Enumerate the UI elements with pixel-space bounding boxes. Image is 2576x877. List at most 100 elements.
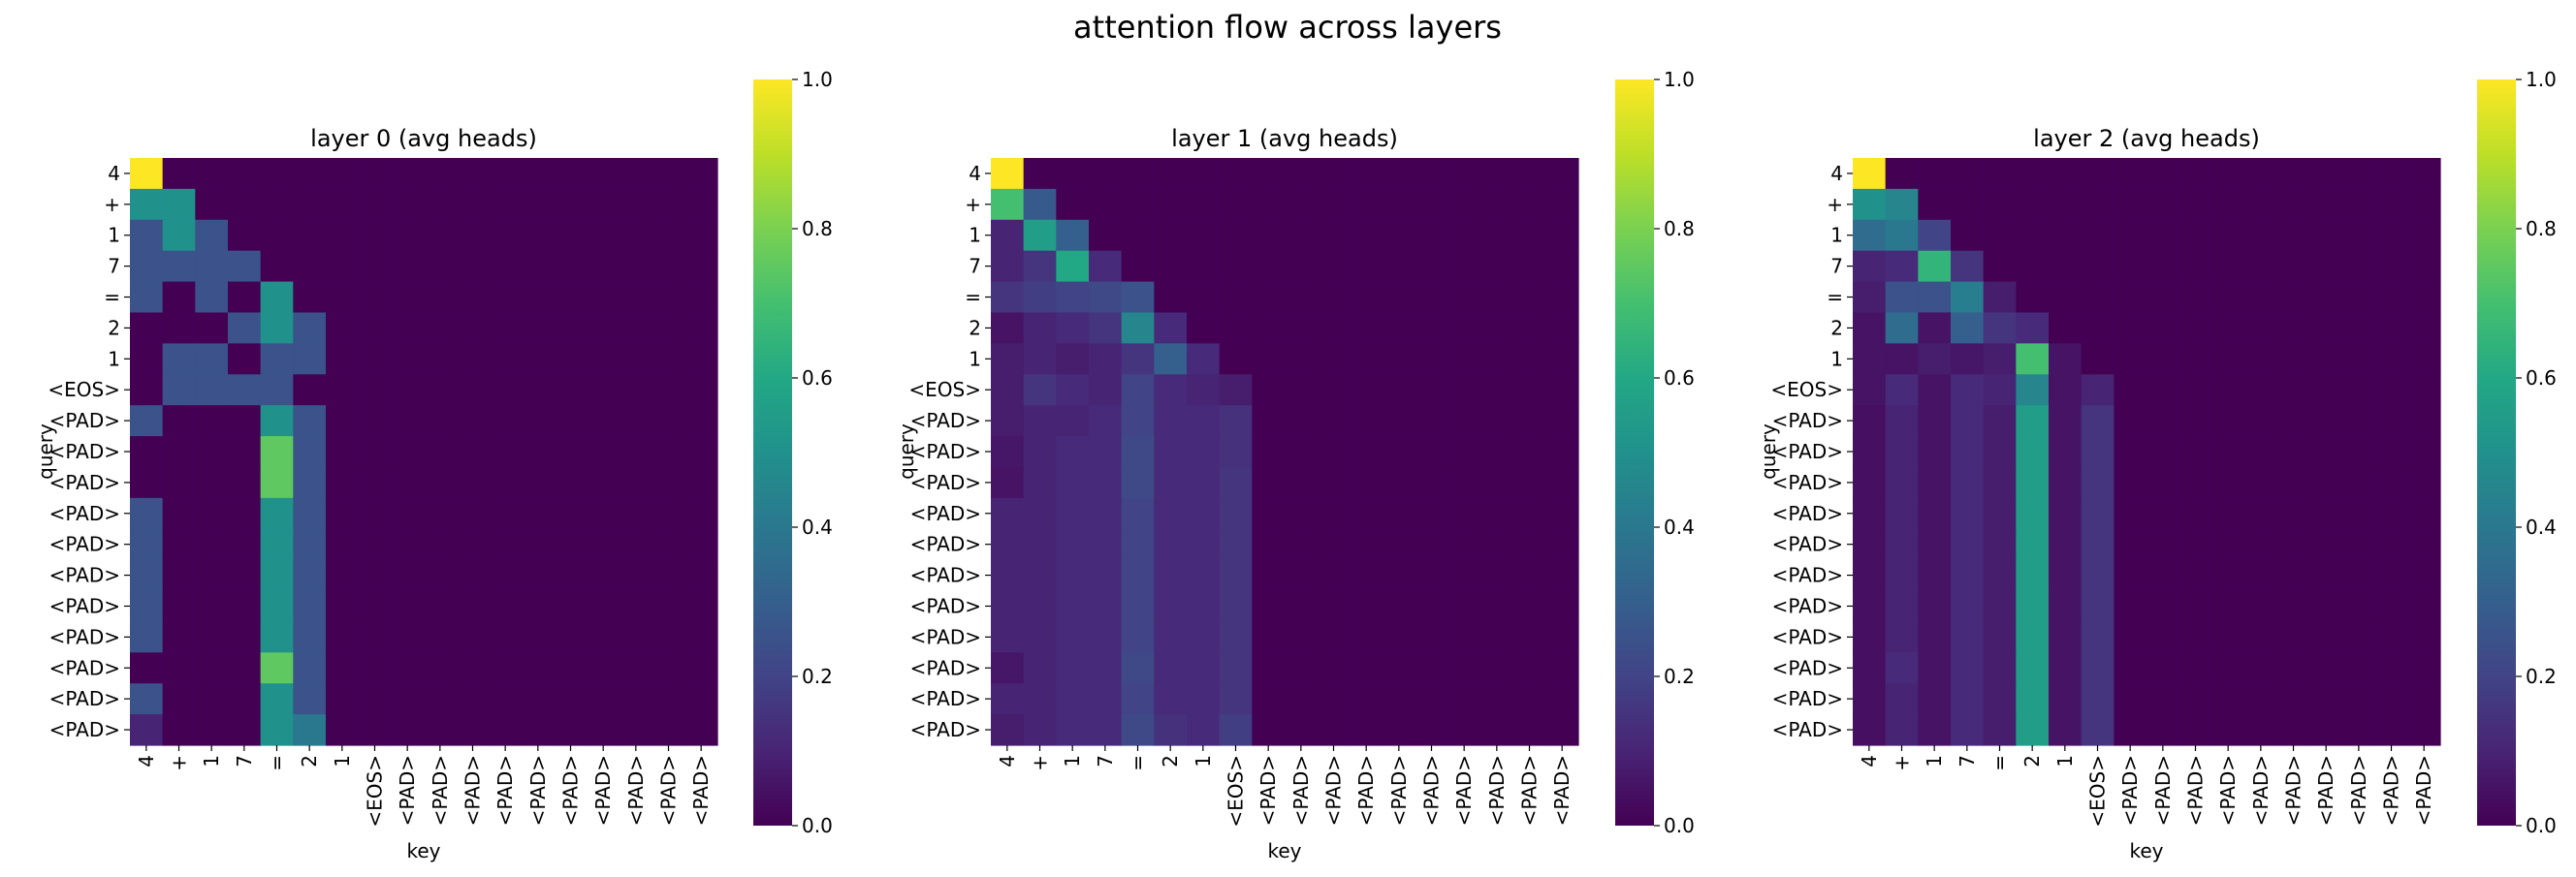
heatmap-cell [1480,158,1514,190]
heatmap-cell [2407,250,2441,283]
x-tick-label: <PAD> [1452,755,1476,826]
heatmap-cell [2147,497,2180,530]
heatmap-cell [326,158,360,190]
x-tick-label: <PAD> [2347,755,2370,826]
heatmap-cell [1023,652,1057,684]
x-tick-label: + [1891,755,1914,771]
heatmap-cell [358,188,392,221]
heatmap-cell [2178,436,2212,468]
heatmap-cell [1512,683,1546,715]
y-tick-label: + [965,193,981,216]
heatmap-cell [684,621,718,653]
heatmap-cell [2049,466,2083,499]
heatmap-cell [652,158,685,190]
heatmap-cell [456,374,490,406]
heatmap-cell [1853,528,1887,561]
heatmap-cell [358,281,392,314]
heatmap-cell [489,559,523,592]
colorbar-tick-label: 0.0 [2526,814,2557,837]
heatmap-cell [1415,312,1448,344]
heatmap-cell [2374,281,2408,314]
heatmap-cell [2081,559,2115,592]
heatmap-cell [358,528,392,561]
heatmap-cell [1415,559,1448,592]
y-tick-label: <PAD> [910,687,981,710]
heatmap-cell [1285,559,1319,592]
heatmap-cell [1951,497,1985,530]
heatmap-cell [195,436,229,468]
heatmap-cell [522,343,556,375]
y-tick-label: <EOS> [908,378,981,401]
heatmap-cell [195,374,229,406]
heatmap-cell [1285,714,1319,746]
heatmap-cell [2309,621,2343,653]
heatmap-cell [195,343,229,375]
heatmap-cell [326,219,360,252]
heatmap-cell [391,405,425,437]
heatmap-cell [2211,683,2245,715]
heatmap-cell [1383,683,1416,715]
heatmap-cell [1918,312,1952,344]
heatmap-cell [358,497,392,530]
heatmap-cell [1252,621,1286,653]
y-tick-label: <PAD> [49,564,120,587]
x-tick-label: <PAD> [1256,755,1280,826]
heatmap-cell [2147,374,2180,406]
heatmap-cell [1154,497,1188,530]
heatmap-cell [1089,281,1123,314]
heatmap-cell [2081,621,2115,653]
heatmap-cell [1383,281,1416,314]
heatmap-cell [1056,158,1090,190]
heatmap-cell [2276,188,2310,221]
heatmap-cell [2211,405,2245,437]
heatmap-cell [260,652,294,684]
heatmap-cell [424,374,458,406]
heatmap-cell [2016,250,2050,283]
heatmap-cell [2407,714,2441,746]
heatmap-cell [1545,714,1579,746]
heatmap-cell [1415,621,1448,653]
heatmap-cell [1383,466,1416,499]
heatmap-cell [2342,219,2376,252]
heatmap-cell [1317,343,1351,375]
heatmap-cell [1853,436,1887,468]
heatmap-cell [554,497,588,530]
x-tick-label: 2 [1159,755,1182,767]
heatmap-cell [1317,158,1351,190]
heatmap-cell [1187,528,1221,561]
heatmap-cell [1154,405,1188,437]
heatmap-cell [1983,281,2017,314]
heatmap-cell [1219,436,1253,468]
heatmap-cell [162,405,196,437]
heatmap-cell [1219,528,1253,561]
heatmap-cell [358,652,392,684]
heatmap-cell [162,281,196,314]
heatmap-cell [162,250,196,283]
heatmap-cell [1545,466,1579,499]
heatmap-cell [391,436,425,468]
heatmap-cell [489,466,523,499]
heatmap-cell [2309,343,2343,375]
heatmap-cell [456,590,490,623]
colorbar [753,79,792,826]
heatmap-cell [195,683,229,715]
heatmap-cell [424,652,458,684]
heatmap-cell [1056,559,1090,592]
heatmap-cell [587,528,620,561]
y-tick-label: + [1827,193,1843,216]
heatmap-cell [391,652,425,684]
heatmap-cell [162,621,196,653]
x-tick-label: 7 [1094,755,1117,767]
heatmap-cell [1089,343,1123,375]
y-tick-label: <PAD> [49,687,120,710]
heatmap-cell [1480,590,1514,623]
heatmap-cell [1350,714,1383,746]
heatmap-cell [554,281,588,314]
x-tick-label: 1 [1923,755,1946,767]
heatmap-cell [1885,466,1919,499]
heatmap-cell [2178,374,2212,406]
heatmap-cell [456,188,490,221]
heatmap-cell [2244,405,2278,437]
heatmap-cell [2178,158,2212,190]
